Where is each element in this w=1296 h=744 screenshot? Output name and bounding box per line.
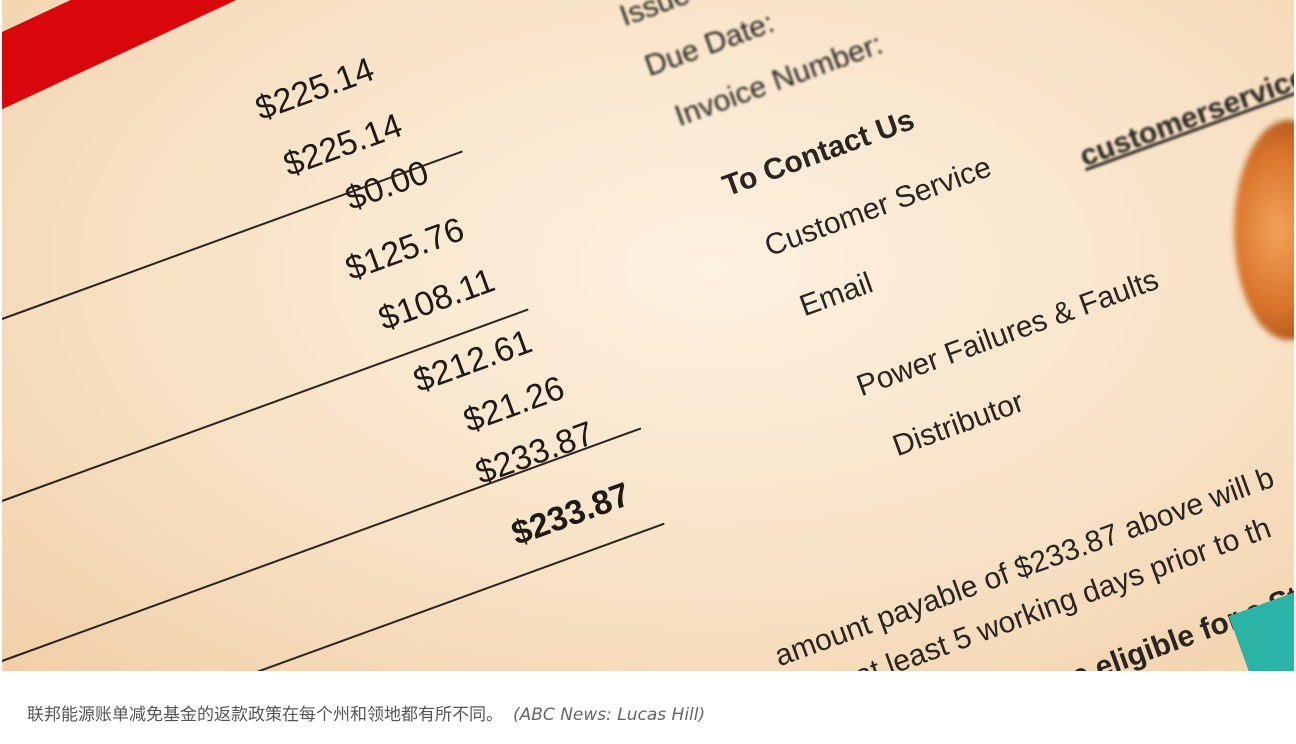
label: Distributor xyxy=(888,385,1029,464)
caption-credit: (ABC News: Lucas Hill) xyxy=(513,705,706,725)
amount: $225.14 xyxy=(250,50,380,129)
label: Power Failures & Faults xyxy=(852,263,1163,404)
rule-line xyxy=(2,308,529,502)
caption-text: 联邦能源账单减免基金的返款政策在每个州和领地都有所不同。 xyxy=(27,705,503,725)
photo-caption: 联邦能源账单减免基金的返款政策在每个州和领地都有所不同。 (ABC News: L… xyxy=(27,700,705,725)
finger-blur xyxy=(1234,120,1294,340)
article-photo: $225.14 $225.14 $0.00 $125.76 $108.11 $2… xyxy=(2,0,1294,671)
rule-line xyxy=(231,522,665,671)
amount: $0.00 xyxy=(340,153,434,219)
label: Email xyxy=(795,266,878,324)
